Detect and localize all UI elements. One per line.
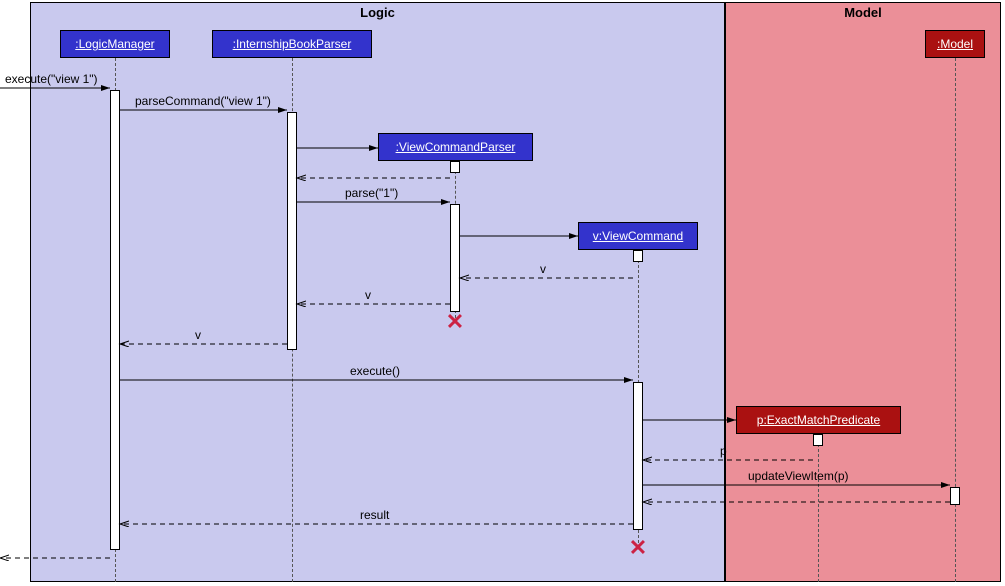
msg-return-v-3: v xyxy=(195,328,201,342)
msg-execute: execute() xyxy=(350,364,400,378)
msg-return-p: p xyxy=(720,444,727,458)
msg-result: result xyxy=(360,508,389,522)
destroy-view-cmd-parser: ✕ xyxy=(446,309,464,335)
msg-return-v-2: v xyxy=(365,288,371,302)
msg-execute-view1: execute("view 1") xyxy=(5,72,98,86)
arrows-layer xyxy=(0,0,1005,586)
msg-return-v-1: v xyxy=(540,262,546,276)
sequence-diagram: Logic Model :LogicManager :InternshipBoo… xyxy=(0,0,1005,586)
destroy-view-command: ✕ xyxy=(629,535,647,561)
msg-parse-command: parseCommand("view 1") xyxy=(135,94,271,108)
msg-parse-1: parse("1") xyxy=(345,186,398,200)
msg-update-view-item: updateViewItem(p) xyxy=(748,469,849,483)
